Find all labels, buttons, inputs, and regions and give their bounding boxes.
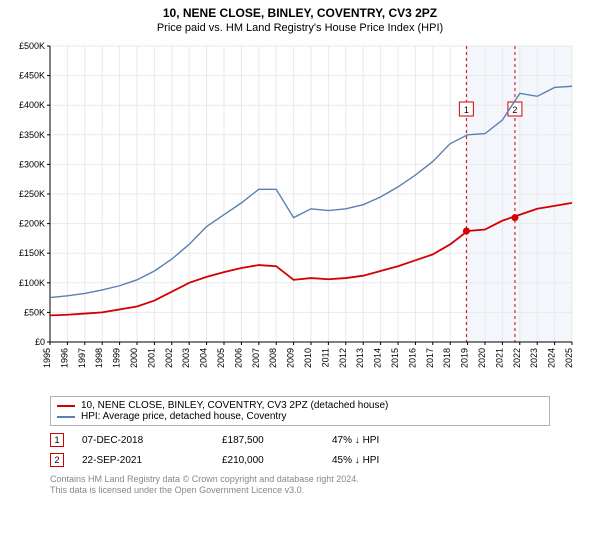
chart-plot-area: 1 2 £0 £50K £100K £150K £200K £250K £300K £350K £4… <box>10 40 590 390</box>
transaction-hpi: 45% ↓ HPI <box>332 455 472 466</box>
svg-text:2024: 2024 <box>547 348 557 368</box>
transaction-hpi: 47% ↓ HPI <box>332 435 472 446</box>
svg-text:2015: 2015 <box>390 348 400 368</box>
svg-text:2005: 2005 <box>216 348 226 368</box>
svg-text:1999: 1999 <box>112 348 122 368</box>
svg-text:2021: 2021 <box>494 348 504 368</box>
svg-text:2003: 2003 <box>181 348 191 368</box>
svg-text:1: 1 <box>464 105 469 115</box>
svg-text:2020: 2020 <box>477 348 487 368</box>
svg-text:2002: 2002 <box>164 348 174 368</box>
svg-text:2010: 2010 <box>303 348 313 368</box>
svg-text:2023: 2023 <box>529 348 539 368</box>
legend-item: HPI: Average price, detached house, Cove… <box>57 411 543 422</box>
legend-swatch <box>57 405 75 407</box>
svg-text:£350K: £350K <box>19 130 45 140</box>
line-chart: 1 2 £0 £50K £100K £150K £200K £250K £300K £350K £4… <box>10 40 590 390</box>
transaction-date: 07-DEC-2018 <box>82 435 212 446</box>
svg-text:£250K: £250K <box>19 189 45 199</box>
svg-text:2014: 2014 <box>373 348 383 368</box>
legend-item: 10, NENE CLOSE, BINLEY, COVENTRY, CV3 2P… <box>57 400 543 411</box>
svg-text:2016: 2016 <box>407 348 417 368</box>
svg-text:£200K: £200K <box>19 219 45 229</box>
svg-text:2: 2 <box>512 105 517 115</box>
footer: Contains HM Land Registry data © Crown c… <box>50 474 590 496</box>
chart-container: 10, NENE CLOSE, BINLEY, COVENTRY, CV3 2P… <box>0 0 600 500</box>
svg-text:2017: 2017 <box>425 348 435 368</box>
svg-text:2025: 2025 <box>564 348 574 368</box>
transaction-table: 1 07-DEC-2018 £187,500 47% ↓ HPI 2 22-SEP-202… <box>50 430 550 470</box>
svg-text:2000: 2000 <box>129 348 139 368</box>
transaction-price: £187,500 <box>222 435 322 446</box>
svg-text:2009: 2009 <box>286 348 296 368</box>
svg-text:2018: 2018 <box>442 348 452 368</box>
chart-subtitle: Price paid vs. HM Land Registry's House … <box>10 22 590 34</box>
footer-line: Contains HM Land Registry data © Crown c… <box>50 474 590 485</box>
svg-text:1997: 1997 <box>77 348 87 368</box>
svg-text:2008: 2008 <box>268 348 278 368</box>
legend-label: HPI: Average price, detached house, Cove… <box>81 411 287 422</box>
svg-text:2004: 2004 <box>199 348 209 368</box>
footer-line: This data is licensed under the Open Gov… <box>50 485 590 496</box>
transaction-number-box: 1 <box>50 433 64 447</box>
svg-text:£50K: £50K <box>24 307 45 317</box>
svg-text:£300K: £300K <box>19 159 45 169</box>
svg-text:2012: 2012 <box>338 348 348 368</box>
svg-text:£450K: £450K <box>19 71 45 81</box>
svg-text:2013: 2013 <box>355 348 365 368</box>
legend-label: 10, NENE CLOSE, BINLEY, COVENTRY, CV3 2P… <box>81 400 388 411</box>
svg-text:£400K: £400K <box>19 100 45 110</box>
svg-text:£150K: £150K <box>19 248 45 258</box>
transaction-date: 22-SEP-2021 <box>82 455 212 466</box>
svg-text:£500K: £500K <box>19 41 45 51</box>
transaction-row: 2 22-SEP-2021 £210,000 45% ↓ HPI <box>50 450 550 470</box>
svg-text:2011: 2011 <box>320 348 330 367</box>
legend: 10, NENE CLOSE, BINLEY, COVENTRY, CV3 2P… <box>50 396 550 426</box>
svg-text:2001: 2001 <box>146 348 156 368</box>
transaction-number-box: 2 <box>50 453 64 467</box>
svg-text:1998: 1998 <box>94 348 104 368</box>
svg-text:2019: 2019 <box>460 348 470 368</box>
chart-title: 10, NENE CLOSE, BINLEY, COVENTRY, CV3 2P… <box>10 6 590 20</box>
legend-swatch <box>57 416 75 418</box>
svg-text:1995: 1995 <box>42 348 52 368</box>
svg-text:2007: 2007 <box>251 348 261 368</box>
transaction-price: £210,000 <box>222 455 322 466</box>
svg-text:2006: 2006 <box>233 348 243 368</box>
svg-text:£0: £0 <box>35 337 45 347</box>
svg-text:2022: 2022 <box>512 348 522 368</box>
svg-text:£100K: £100K <box>19 278 45 288</box>
svg-text:1996: 1996 <box>59 348 69 368</box>
transaction-row: 1 07-DEC-2018 £187,500 47% ↓ HPI <box>50 430 550 450</box>
